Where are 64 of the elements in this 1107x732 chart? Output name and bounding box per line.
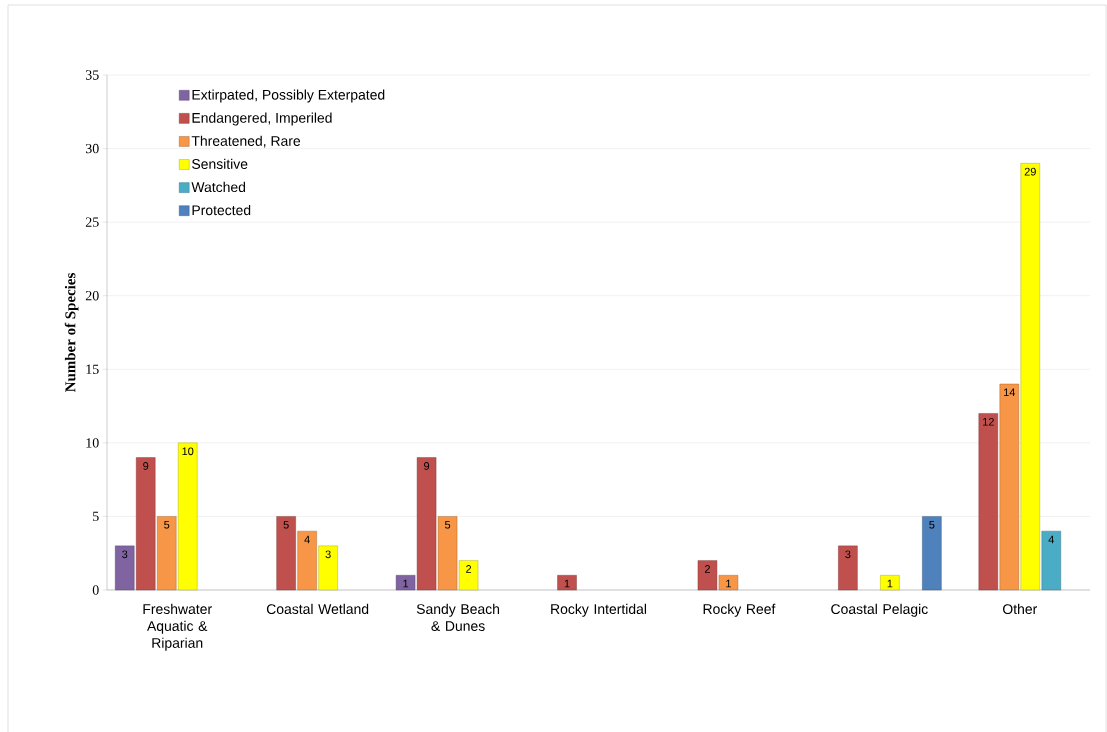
data-label: 4 <box>1048 535 1054 544</box>
bar <box>276 516 296 591</box>
data-label: 3 <box>122 550 128 559</box>
bar <box>437 516 458 591</box>
bar <box>880 575 900 591</box>
y-tick-label: 15 <box>86 364 99 374</box>
data-label: 5 <box>929 520 935 529</box>
x-tick-label: Coastal Pelagic <box>831 603 928 617</box>
data-label: 4 <box>304 535 310 544</box>
data-label: 5 <box>164 520 170 529</box>
bar <box>922 516 942 591</box>
data-label: 29 <box>1024 167 1036 176</box>
y-axis-title: Number of Species <box>64 273 79 392</box>
data-label: 3 <box>845 550 851 559</box>
bar <box>297 530 317 591</box>
legend-label: Threatened, Rare <box>191 135 301 148</box>
x-tick-label: Other <box>1003 603 1038 615</box>
data-label: 10 <box>182 447 194 456</box>
data-label: 5 <box>283 520 289 529</box>
bar <box>1041 530 1061 591</box>
data-label: 5 <box>444 520 451 529</box>
bar <box>416 457 437 591</box>
bar <box>395 575 416 591</box>
legend-label: Protected <box>192 204 251 216</box>
data-label: 1 <box>726 579 731 588</box>
y-tick-label: 30 <box>85 143 99 154</box>
bar <box>115 545 135 591</box>
bar <box>1020 163 1040 591</box>
y-tick-label: 5 <box>93 511 99 522</box>
data-label: 9 <box>424 462 430 470</box>
x-tick-label: Sandy Beach & Dunes <box>416 603 500 631</box>
bar <box>999 383 1019 591</box>
data-label: 1 <box>564 579 570 588</box>
legend-label: Watched <box>191 181 246 193</box>
bar <box>157 516 177 591</box>
x-tick-label: Freshwater Aquatic & Riparian <box>143 603 212 651</box>
bar <box>718 575 739 591</box>
data-label: 12 <box>983 417 994 426</box>
bar <box>978 413 998 591</box>
y-tick-label: 0 <box>92 585 99 595</box>
y-tick-label: 35 <box>85 70 99 80</box>
data-label: 1 <box>403 579 409 588</box>
bar <box>458 560 479 591</box>
data-label: 14 <box>1004 388 1016 397</box>
data-label: 2 <box>466 565 472 573</box>
bar <box>557 575 577 591</box>
x-tick-label: Rocky Reef <box>703 603 776 617</box>
legend-label: Sensitive <box>192 158 248 169</box>
legend-label: Extirpated, Possibly Exterpated <box>192 89 385 103</box>
bar <box>838 545 858 591</box>
bar <box>136 457 156 591</box>
y-tick-label: 20 <box>85 291 99 301</box>
data-label: 9 <box>143 462 149 470</box>
data-label: 2 <box>704 565 710 573</box>
x-tick-label: Rocky Intertidal <box>551 603 647 617</box>
legend-label: Endangered, Imperiled <box>192 112 332 126</box>
y-tick-label: 25 <box>85 217 99 227</box>
y-tick-label: 10 <box>86 438 99 448</box>
x-tick-label: Coastal Wetland <box>266 603 369 615</box>
data-label: 3 <box>325 550 331 559</box>
bar <box>178 442 198 591</box>
data-label: 1 <box>887 579 893 588</box>
bar <box>697 560 718 591</box>
bar <box>318 545 338 591</box>
